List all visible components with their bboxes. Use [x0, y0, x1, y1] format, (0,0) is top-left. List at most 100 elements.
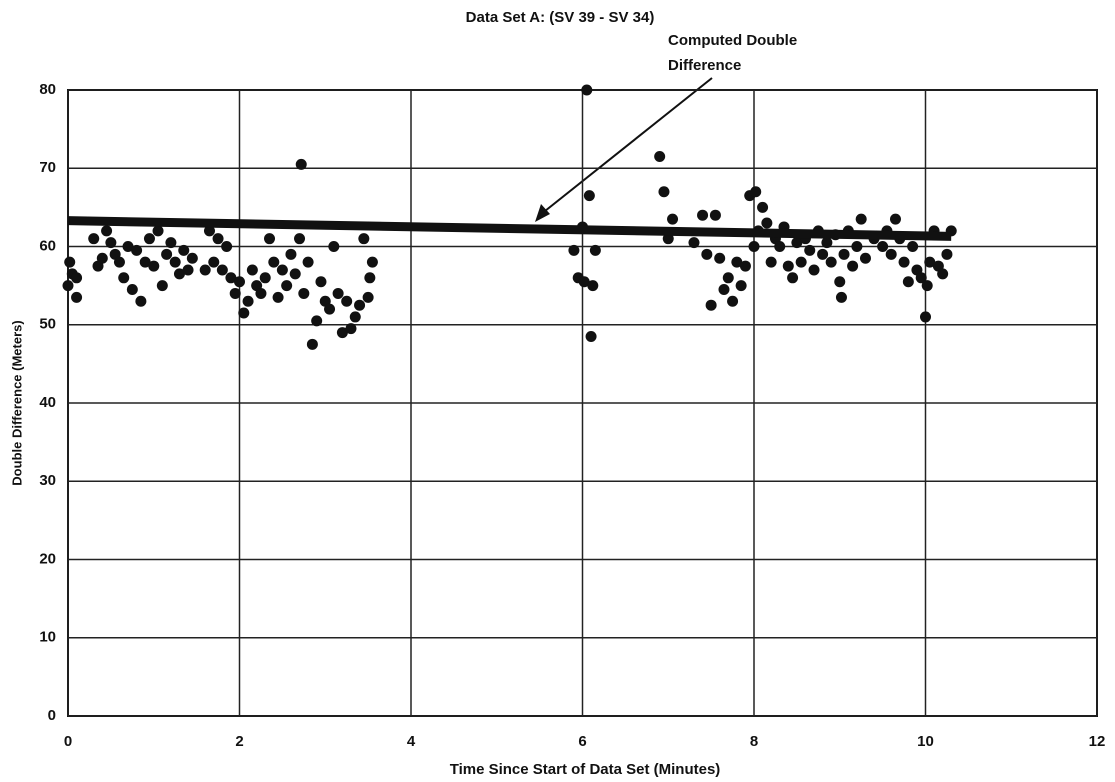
data-point [143, 233, 155, 245]
y-tick-label: 60 [39, 237, 56, 254]
data-point [722, 272, 734, 284]
data-point [835, 291, 847, 303]
data-point [276, 264, 288, 276]
data-point [298, 287, 310, 299]
data-point [173, 268, 185, 280]
data-point [907, 241, 919, 252]
data-point [182, 264, 194, 276]
data-point [705, 299, 717, 311]
data-point [750, 186, 762, 198]
data-point [739, 260, 751, 272]
data-point [64, 256, 76, 268]
data-point [920, 311, 931, 323]
data-point [161, 248, 173, 260]
data-point [118, 272, 130, 284]
data-point [701, 248, 713, 260]
y-tick-label: 10 [39, 629, 56, 646]
data-point [272, 291, 284, 303]
data-point [208, 256, 220, 268]
data-point [148, 260, 160, 272]
data-point [765, 256, 777, 268]
data-point [212, 233, 224, 245]
y-tick-label: 50 [39, 316, 56, 333]
data-point [203, 225, 215, 237]
data-point [264, 233, 276, 245]
data-point [774, 241, 786, 252]
data-point [328, 241, 340, 252]
data-point [169, 256, 181, 268]
data-point [285, 248, 297, 260]
data-point [178, 244, 190, 256]
data-point [654, 151, 666, 163]
data-point [587, 280, 599, 292]
data-point [855, 213, 867, 225]
data-point [761, 217, 773, 229]
annotation: Difference [668, 57, 741, 74]
data-point [924, 256, 936, 268]
data-point [71, 272, 83, 284]
data-point [568, 244, 580, 256]
data-point [242, 295, 254, 307]
data-point [697, 209, 709, 221]
data-point [583, 190, 595, 202]
data-point [354, 299, 366, 311]
data-point [105, 237, 117, 249]
data-point [898, 256, 910, 268]
data-point [332, 287, 344, 299]
data-point [808, 264, 820, 276]
data-point [902, 276, 914, 288]
data-point [139, 256, 151, 268]
data-point [825, 256, 837, 268]
data-point [941, 248, 953, 260]
data-point [113, 256, 125, 268]
data-point [345, 323, 357, 335]
data-point [186, 252, 198, 264]
y-tick-label: 40 [39, 394, 56, 411]
data-point [847, 260, 859, 272]
data-point [96, 252, 108, 264]
data-point [131, 244, 143, 256]
data-point [246, 264, 258, 276]
data-point [578, 276, 590, 288]
y-tick-label: 0 [48, 707, 56, 724]
data-point [585, 330, 597, 342]
data-point [255, 287, 267, 299]
data-point [122, 241, 134, 252]
data-point [782, 260, 794, 272]
data-point [804, 244, 816, 256]
data-point [937, 268, 949, 280]
fit-line [67, 216, 952, 241]
y-tick-label: 30 [39, 472, 56, 489]
data-point [358, 233, 370, 245]
annotation: Computed Double [668, 32, 797, 49]
data-point [302, 256, 314, 268]
data-point [718, 284, 730, 296]
data-point [156, 280, 168, 292]
data-point [795, 256, 807, 268]
x-tick-label: 4 [407, 733, 416, 750]
data-point [152, 225, 164, 237]
data-point [238, 307, 250, 319]
data-point [915, 272, 927, 284]
data-point [851, 241, 863, 252]
data-point [259, 272, 271, 284]
data-point [735, 280, 747, 292]
data-point [581, 84, 593, 96]
data-point [859, 252, 871, 264]
data-point [364, 272, 376, 284]
chart-title: Data Set A: (SV 39 - SV 34) [466, 9, 655, 26]
data-point [294, 233, 306, 245]
data-point [315, 276, 327, 288]
x-axis-label: Time Since Start of Data Set (Minutes) [450, 761, 721, 778]
data-point [362, 291, 374, 303]
x-tick-label: 2 [235, 733, 243, 750]
annotation-arrow [539, 77, 713, 216]
data-point [234, 276, 245, 288]
data-point [889, 213, 901, 225]
data-point [885, 248, 897, 260]
x-tick-label: 10 [917, 733, 934, 750]
arrow-head [535, 204, 550, 222]
data-point [688, 237, 700, 249]
data-point [748, 241, 760, 252]
data-point [71, 291, 83, 303]
